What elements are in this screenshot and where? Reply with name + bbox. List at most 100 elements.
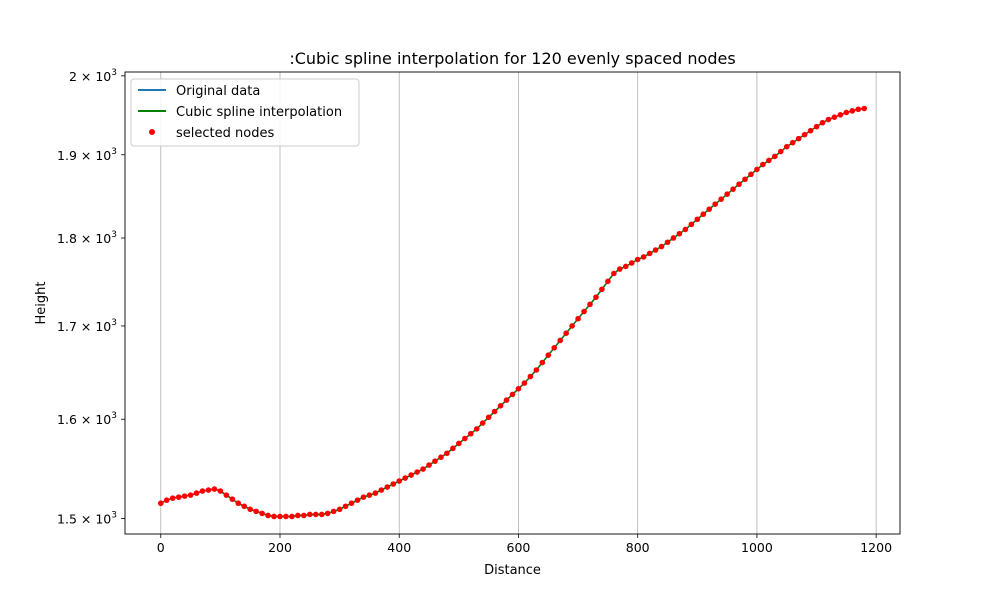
data-point [426,462,432,468]
data-point [521,380,528,386]
data-point [670,235,677,241]
data-point [611,270,617,277]
data-point [199,488,206,494]
data-point [801,131,808,138]
legend-swatch-selected-nodes [149,129,155,135]
y-tick-label: 1.8 × 103 [57,230,117,246]
data-point [408,472,414,478]
data-point [479,420,486,426]
data-point [241,503,248,510]
data-point [366,492,373,498]
data-point [777,148,784,155]
data-point [724,191,730,197]
data-point [283,513,289,520]
data-point [432,458,438,464]
data-point [587,301,593,308]
data-point [450,445,456,452]
data-point [265,512,271,519]
data-point [485,414,492,421]
data-point [503,397,510,403]
data-point [736,181,742,188]
data-point [330,508,337,515]
x-axis: 0 200 400 600 800 1000 1200 [157,534,892,555]
data-point [360,494,367,500]
y-tick-label: 1.6 × 103 [57,411,117,427]
data-point [295,512,301,519]
data-point [211,486,218,492]
data-point [760,161,766,168]
x-tick-label: 400 [387,540,411,555]
data-point [229,496,236,502]
data-point [384,484,391,490]
data-point [766,157,772,164]
data-point [533,367,540,373]
data-point [569,323,575,329]
data-point [456,440,462,447]
data-point [634,256,641,263]
data-point [658,243,665,250]
data-point [819,119,826,126]
data-point [193,490,200,496]
data-point [289,513,295,520]
axes-frame [124,71,901,535]
data-point [664,239,671,246]
data-point [676,230,683,237]
data-point [742,176,748,183]
data-point [414,469,420,475]
y-axis: 1.5 × 103 1.6 × 103 1.7 × 103 1.8 × 103 1.9 … [57,68,125,527]
data-point [473,426,480,432]
y-axis-label: Height [34,282,49,325]
data-point [497,403,504,409]
data-point [539,359,546,366]
data-point [181,493,188,499]
data-point [515,385,522,392]
grid [160,72,877,534]
data-point [706,206,713,212]
data-point [783,143,790,150]
data-point [491,408,498,415]
plot-area [157,105,868,520]
x-tick-label: 800 [626,540,650,555]
data-point [551,345,558,351]
data-point [175,494,182,500]
data-point [825,116,832,123]
data-point [831,114,838,120]
y-tick-label: 2 × 103 [69,68,117,84]
data-point [253,508,259,515]
data-point [718,196,724,202]
data-point [277,513,283,520]
data-point [462,435,468,442]
data-point [396,478,403,484]
data-point [593,294,599,301]
data-point [187,492,194,498]
data-point [855,106,862,113]
data-point [646,250,653,257]
data-point [789,139,796,146]
data-point [312,511,319,518]
data-point [652,247,659,253]
data-point [640,254,647,260]
y-tick-label: 1.5 × 103 [57,511,117,527]
x-tick-label: 600 [507,540,531,555]
legend-box [130,78,360,147]
x-axis-label: Distance [484,563,541,578]
chart-title: :Cubic spline interpolation for 120 even… [289,49,735,68]
data-point [259,510,265,517]
data-point [682,226,689,233]
data-point [509,391,516,398]
data-point [420,466,426,472]
data-point [467,430,474,437]
data-point [700,211,707,218]
data-point [307,511,313,518]
data-point [402,475,408,481]
series-points-selected-nodes [157,105,868,520]
data-point [772,153,778,160]
data-point [849,108,856,114]
data-point [205,487,212,493]
data-point [348,500,355,507]
data-point [444,450,450,457]
data-point [730,186,736,192]
data-point [271,513,277,520]
data-point [688,221,695,228]
